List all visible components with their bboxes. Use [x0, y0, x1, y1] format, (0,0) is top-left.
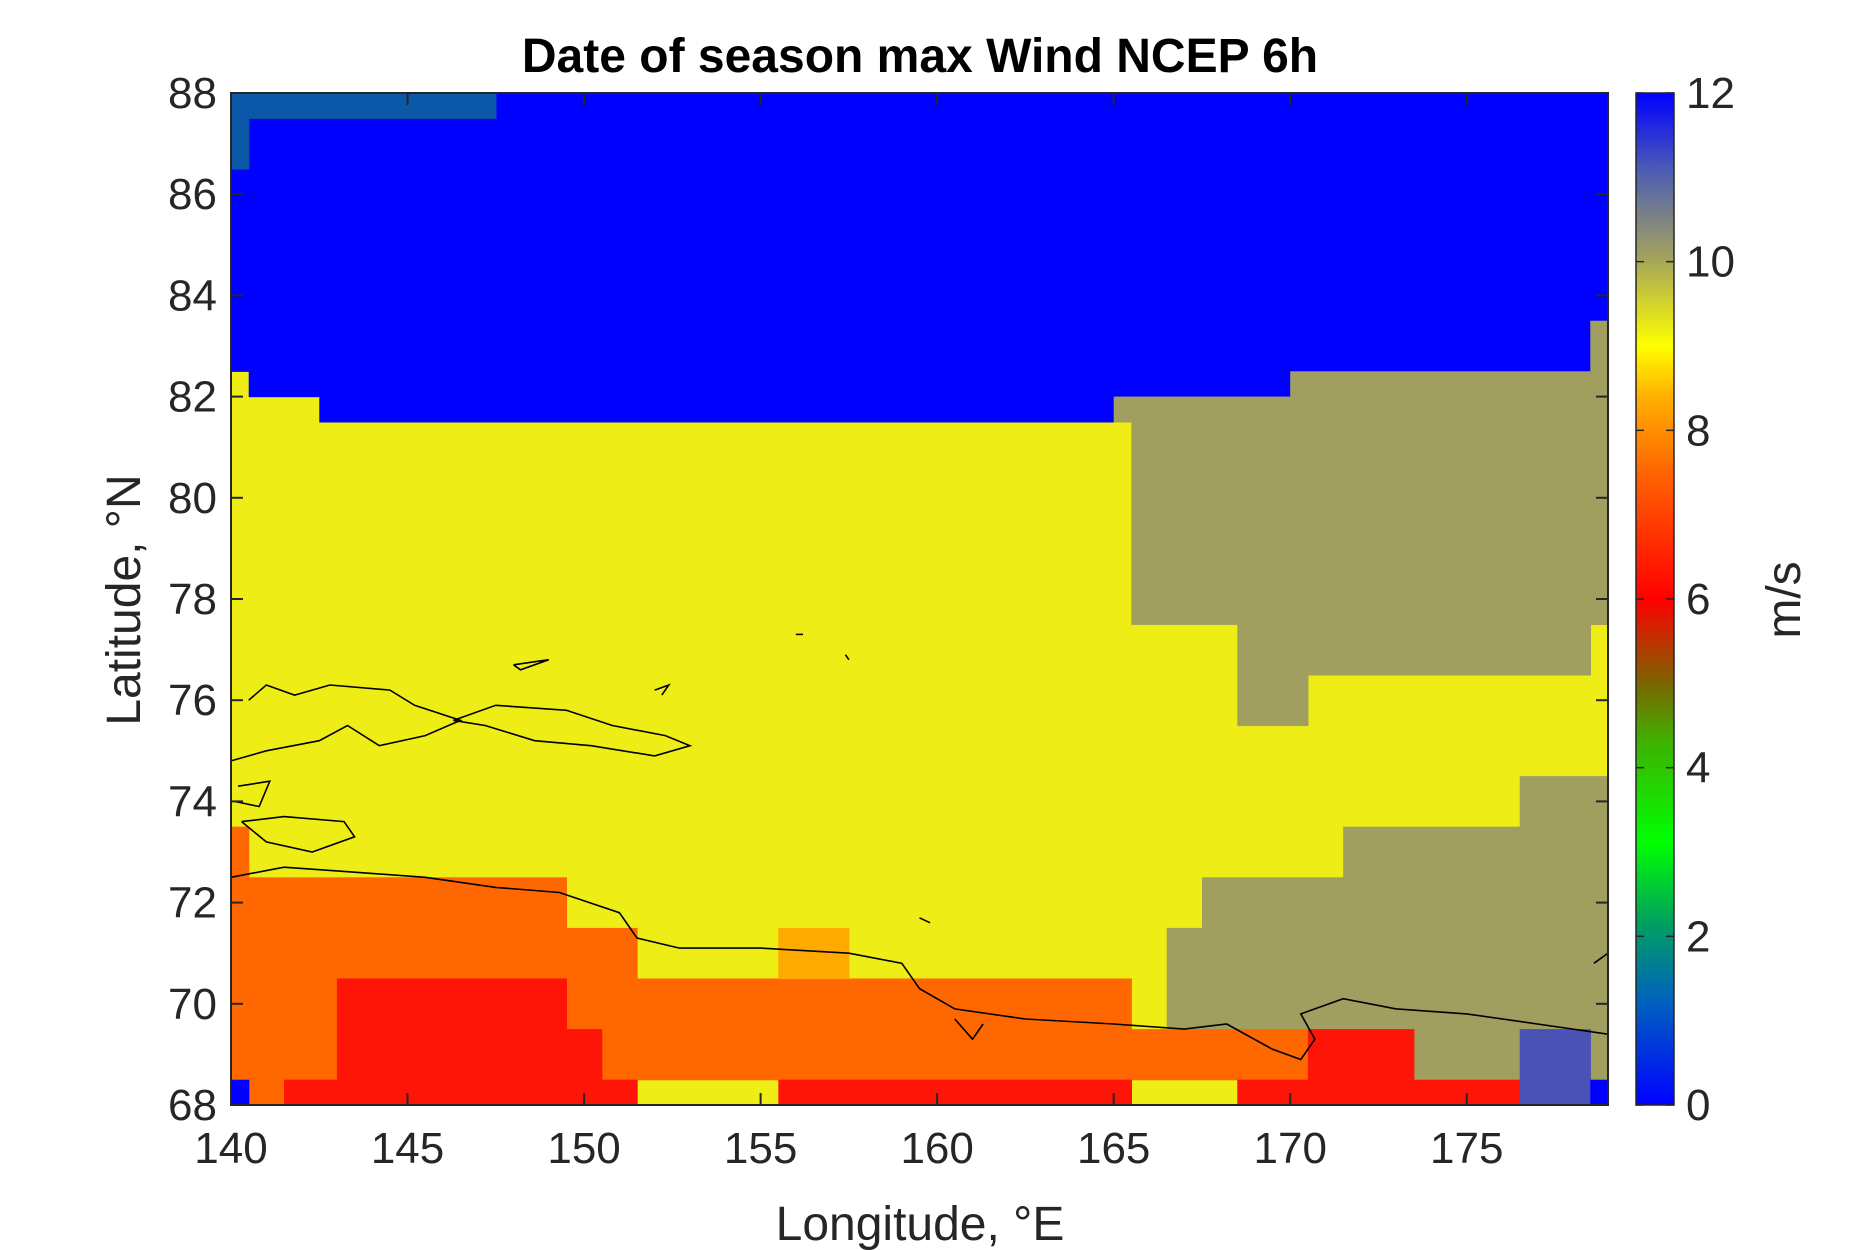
- y-tick-label: 88: [168, 69, 217, 118]
- coastline: [919, 917, 931, 924]
- heatmap-cell: [1343, 826, 1609, 878]
- coastline: [513, 658, 550, 671]
- heatmap-cells: [231, 93, 1609, 1106]
- colorbar-tick-label: 10: [1686, 238, 1735, 287]
- x-tick-label: 175: [1430, 1124, 1503, 1173]
- coastline: [230, 684, 463, 762]
- x-tick-label: 165: [1077, 1124, 1150, 1173]
- heatmap-cell: [231, 927, 638, 980]
- heatmap-cell: [284, 1079, 638, 1106]
- heatmap-cell: [231, 877, 567, 929]
- heatmap-cell: [1307, 1029, 1415, 1081]
- heatmap-cell: [336, 1029, 603, 1081]
- y-tick-label: 78: [168, 575, 217, 624]
- colorbar-ticks: 0 2 4 6 8 10 12: [1636, 69, 1735, 1130]
- x-tick-label: 170: [1254, 1124, 1327, 1173]
- colorbar-tick-label: 2: [1686, 912, 1710, 961]
- y-tick-label: 74: [168, 777, 217, 826]
- y-tick-label: 70: [168, 980, 217, 1029]
- colorbar-tick-label: 0: [1686, 1081, 1710, 1130]
- x-axis-ticks: 140 145 150 155 160 165 170 175: [194, 93, 1503, 1173]
- y-axis-ticks: 68 70 72 74 76 78 80 82 84 86 88: [168, 69, 1608, 1130]
- colorbar-tick-label: 6: [1686, 575, 1710, 624]
- colorbar-tick-label: 4: [1686, 744, 1710, 793]
- heatmap-cell: [1290, 371, 1609, 398]
- heatmap-cell: [1237, 674, 1309, 727]
- heatmap-cell: [1131, 421, 1609, 625]
- x-tick-label: 140: [194, 1124, 267, 1173]
- chart-title: Date of season max Wind NCEP 6h: [522, 30, 1318, 83]
- heatmap-cell: [1113, 396, 1609, 423]
- coastline: [453, 704, 693, 757]
- heatmap-cell: [231, 826, 250, 878]
- y-tick-label: 68: [168, 1081, 217, 1130]
- coastline: [241, 815, 356, 853]
- coastline: [954, 1018, 984, 1041]
- x-axis-label: Longitude, °E: [776, 1198, 1065, 1250]
- coastline: [654, 683, 671, 696]
- y-tick-label: 86: [168, 170, 217, 219]
- x-tick-label: 155: [724, 1124, 797, 1173]
- coastline: [234, 780, 272, 808]
- colorbar-tick-label: 8: [1686, 406, 1710, 455]
- x-tick-label: 145: [371, 1124, 444, 1173]
- heatmap-cell: [248, 320, 320, 398]
- y-axis-label: Latitude, °N: [98, 474, 151, 725]
- colorbar-label: m/s: [1758, 561, 1811, 638]
- y-tick-label: 84: [168, 271, 217, 320]
- x-tick-label: 160: [900, 1124, 973, 1173]
- heatmap-cell: [1202, 877, 1609, 929]
- y-tick-label: 76: [168, 676, 217, 725]
- heatmap-cell: [778, 927, 850, 980]
- y-tick-label: 80: [168, 474, 217, 523]
- heatmap-cell: [1519, 1029, 1591, 1106]
- y-tick-label: 82: [168, 373, 217, 422]
- coastline: [230, 866, 1609, 1061]
- heatmap-cell: [231, 1079, 250, 1106]
- heatmap-cell: [1237, 1079, 1521, 1106]
- colorbar-tick-label: 12: [1686, 69, 1735, 118]
- x-tick-label: 150: [547, 1124, 620, 1173]
- heatmap-cell: [336, 978, 567, 1030]
- heatmap-cell: [1166, 927, 1609, 1030]
- heatmap-cell: [231, 93, 250, 170]
- heatmap-cell: [248, 93, 497, 119]
- heatmap-cell: [1590, 320, 1609, 625]
- coastline: [844, 654, 850, 661]
- y-tick-label: 72: [168, 879, 217, 928]
- heatmap-cell: [1237, 624, 1591, 676]
- heatmap-cell: [231, 93, 1609, 372]
- heatmap-cell: [1590, 1079, 1609, 1106]
- coastlines: [230, 633, 1609, 1061]
- heatmap-cell: [1519, 776, 1609, 828]
- heatmap-cell: [778, 1079, 1132, 1106]
